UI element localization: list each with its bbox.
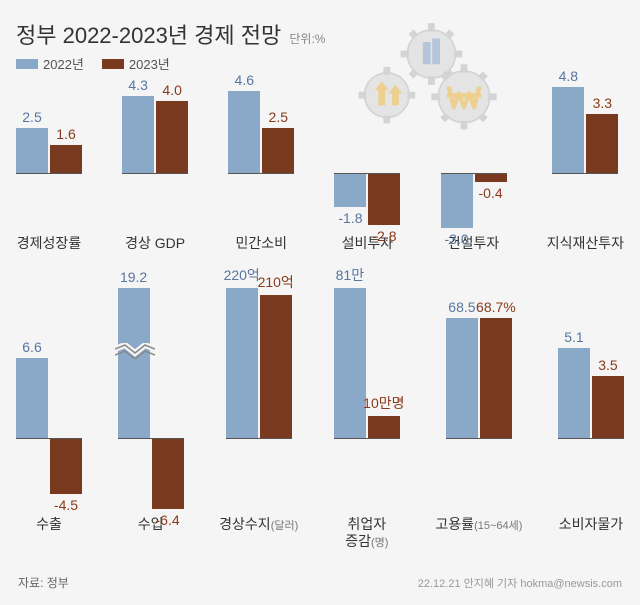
bar-value-label: 220억 xyxy=(224,265,260,285)
chart-title: 정부 2022-2023년 경제 전망 단위:% xyxy=(16,18,624,50)
bar: -0.4 xyxy=(475,174,507,181)
bar-value-label: 210억 xyxy=(258,272,294,292)
bar-value-label: -0.4 xyxy=(479,185,503,201)
bar: 68.5 xyxy=(446,318,478,438)
category-sublabel: (15~64세) xyxy=(474,520,522,532)
bar: -1.8 xyxy=(334,174,366,206)
chart-item-r2-2: 220억210억경상수지(달러) xyxy=(219,283,298,551)
legend-2022: 2022년 xyxy=(16,54,84,73)
legend: 2022년 2023년 xyxy=(16,54,624,73)
bar-value-label: 1.6 xyxy=(56,126,75,142)
chart-item-2: 4.62.5민간소비 xyxy=(228,87,294,253)
category-label: 취업자증감(명) xyxy=(345,516,388,551)
bar-value-label: -3.0 xyxy=(445,231,469,247)
bar-value-label: -2.8 xyxy=(372,228,396,244)
bar: 10만명 xyxy=(368,416,400,438)
bar: 81만 xyxy=(334,288,366,438)
chart-item-0: 2.51.6경제성장률 xyxy=(16,87,82,253)
bar: 220억 xyxy=(226,288,258,438)
bar-value-label: 3.5 xyxy=(598,357,617,373)
bar: 4.8 xyxy=(552,87,584,173)
bar-value-label: 3.3 xyxy=(593,95,612,111)
bar-value-label: -4.5 xyxy=(54,497,78,513)
credit-label: 22.12.21 안지혜 기자 hokma@newsis.com xyxy=(418,575,622,591)
bar-value-label: 5.1 xyxy=(564,329,583,345)
bar: -6.4 xyxy=(152,439,184,509)
category-label: 민간소비 xyxy=(236,235,288,253)
bar: 2.5 xyxy=(16,128,48,173)
bar-value-label: 4.0 xyxy=(162,82,181,98)
chart-item-r2-1: 19.2-6.4수입 xyxy=(118,283,184,551)
bar: 4.6 xyxy=(228,91,260,174)
bar-value-label: 4.3 xyxy=(128,77,147,93)
bar-value-label: 4.6 xyxy=(235,72,254,88)
bar: -2.8 xyxy=(368,174,400,224)
bar-value-label: 2.5 xyxy=(22,109,41,125)
bar-value-label: 10만명 xyxy=(363,393,404,413)
decorative-gears xyxy=(350,18,530,138)
bar-value-label: 81만 xyxy=(336,265,364,285)
bar: 3.5 xyxy=(592,376,624,438)
swatch-2022 xyxy=(16,59,38,69)
category-label: 경상수지(달러) xyxy=(219,516,298,534)
bar: 2.5 xyxy=(262,128,294,173)
bar: -3.0 xyxy=(441,174,473,228)
charts-row-2: 6.6-4.5수출19.2-6.4수입220억210억경상수지(달러)81만10… xyxy=(16,283,624,551)
category-sublabel: (명) xyxy=(371,537,388,549)
bar: 68.7% xyxy=(480,318,512,438)
bar-value-label: -1.8 xyxy=(338,210,362,226)
unit-label: 단위:% xyxy=(289,32,325,46)
legend-2023: 2023년 xyxy=(102,54,170,73)
category-label: 경상 GDP xyxy=(125,235,185,253)
bar-value-label: 4.8 xyxy=(559,68,578,84)
category-label: 지식재산투자 xyxy=(547,235,624,253)
chart-item-r2-3: 81만10만명취업자증감(명) xyxy=(334,283,400,551)
bar: 3.3 xyxy=(586,114,618,173)
bar-value-label: 68.5 xyxy=(448,299,475,315)
bar-value-label: 6.6 xyxy=(22,339,41,355)
legend-2022-label: 2022년 xyxy=(43,54,84,73)
bar: 210억 xyxy=(260,295,292,438)
bar-value-label: 68.7% xyxy=(476,299,516,315)
category-sublabel: (달러) xyxy=(271,520,299,532)
bar-value-label: 2.5 xyxy=(269,109,288,125)
charts-row-1: 2.51.6경제성장률4.34.0경상 GDP4.62.5민간소비-1.8-2.… xyxy=(16,87,624,253)
bar-value-label: 19.2 xyxy=(120,269,147,285)
chart-item-r2-5: 5.13.5소비자물가 xyxy=(558,283,624,551)
bar: 4.0 xyxy=(156,101,188,173)
title-suffix: 경제 전망 xyxy=(188,23,281,48)
bar: 19.2 xyxy=(118,288,150,438)
bar: 4.3 xyxy=(122,96,154,173)
source-label: 자료: 정부 xyxy=(18,574,69,591)
category-label: 소비자물가 xyxy=(559,516,623,534)
title-years: 2022-2023년 xyxy=(63,23,188,48)
chart-item-5: 4.83.3지식재산투자 xyxy=(547,87,624,253)
chart-item-1: 4.34.0 경상 GDP xyxy=(122,87,188,253)
swatch-2023 xyxy=(102,59,124,69)
chart-item-r2-4: 68.568.7%고용률(15~64세) xyxy=(435,283,522,551)
legend-2023-label: 2023년 xyxy=(129,54,170,73)
title-prefix: 정부 xyxy=(16,23,63,48)
chart-item-r2-0: 6.6-4.5수출 xyxy=(16,283,82,551)
bar: 1.6 xyxy=(50,145,82,174)
bar: -4.5 xyxy=(50,439,82,494)
category-label: 고용률(15~64세) xyxy=(435,516,522,534)
category-label: 수출 xyxy=(36,516,62,534)
bar: 6.6 xyxy=(16,358,48,438)
category-label: 경제성장률 xyxy=(17,235,81,253)
bar-value-label: -6.4 xyxy=(156,512,180,528)
bar: 5.1 xyxy=(558,348,590,438)
